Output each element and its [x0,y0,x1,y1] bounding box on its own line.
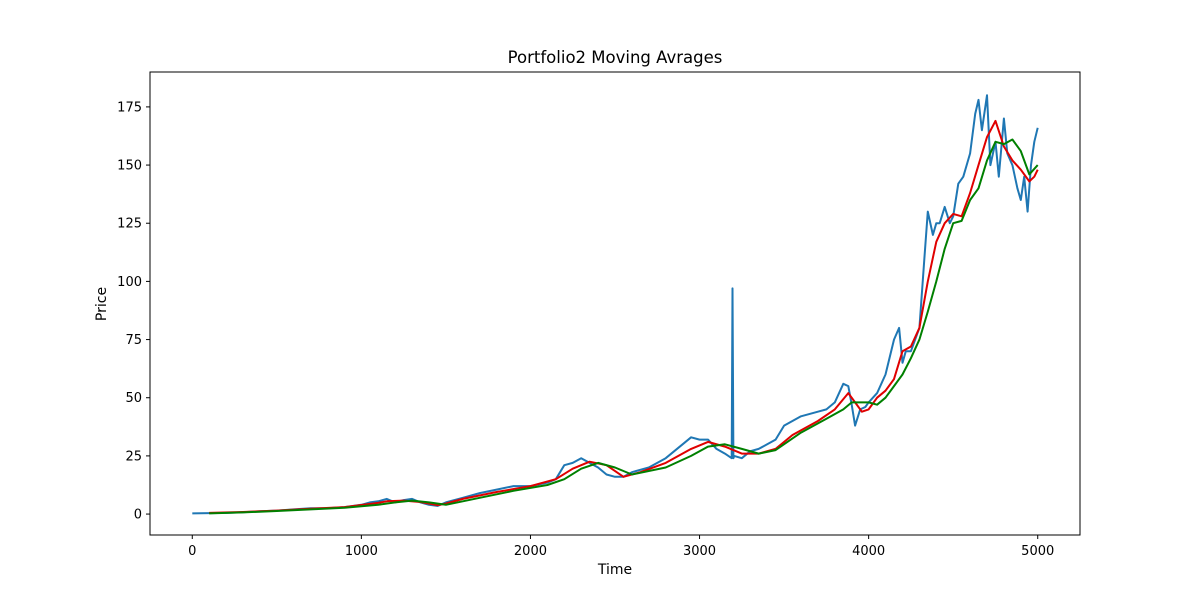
x-tick-label: 0 [188,544,196,559]
y-tick-label: 75 [125,333,142,348]
y-tick-label: 150 [117,159,142,174]
y-tick-label: 25 [125,449,142,464]
y-axis-label: Price [94,287,110,321]
y-tick-label: 125 [117,217,142,232]
series-layer [192,94,1039,515]
chart-title: Portfolio2 Moving Avrages [508,48,723,67]
x-tick-label: 5000 [1021,544,1054,559]
x-tick-label: 1000 [345,544,378,559]
series-line-2 [209,119,1039,514]
x-axis-label: Time [597,562,632,578]
x-tick-label: 3000 [683,544,716,559]
x-axis: 0 1000 2000 3000 4000 5000 [188,535,1054,559]
x-tick-label: 2000 [514,544,547,559]
y-tick-label: 0 [134,508,142,523]
y-tick-label: 50 [125,391,142,406]
series-line-3 [209,138,1039,515]
x-tick-label: 4000 [852,544,885,559]
y-tick-label: 175 [117,100,142,115]
plot-frame [149,71,1081,536]
y-axis: 0 25 50 75 100 125 150 175 [117,100,150,523]
y-tick-label: 100 [117,275,142,290]
